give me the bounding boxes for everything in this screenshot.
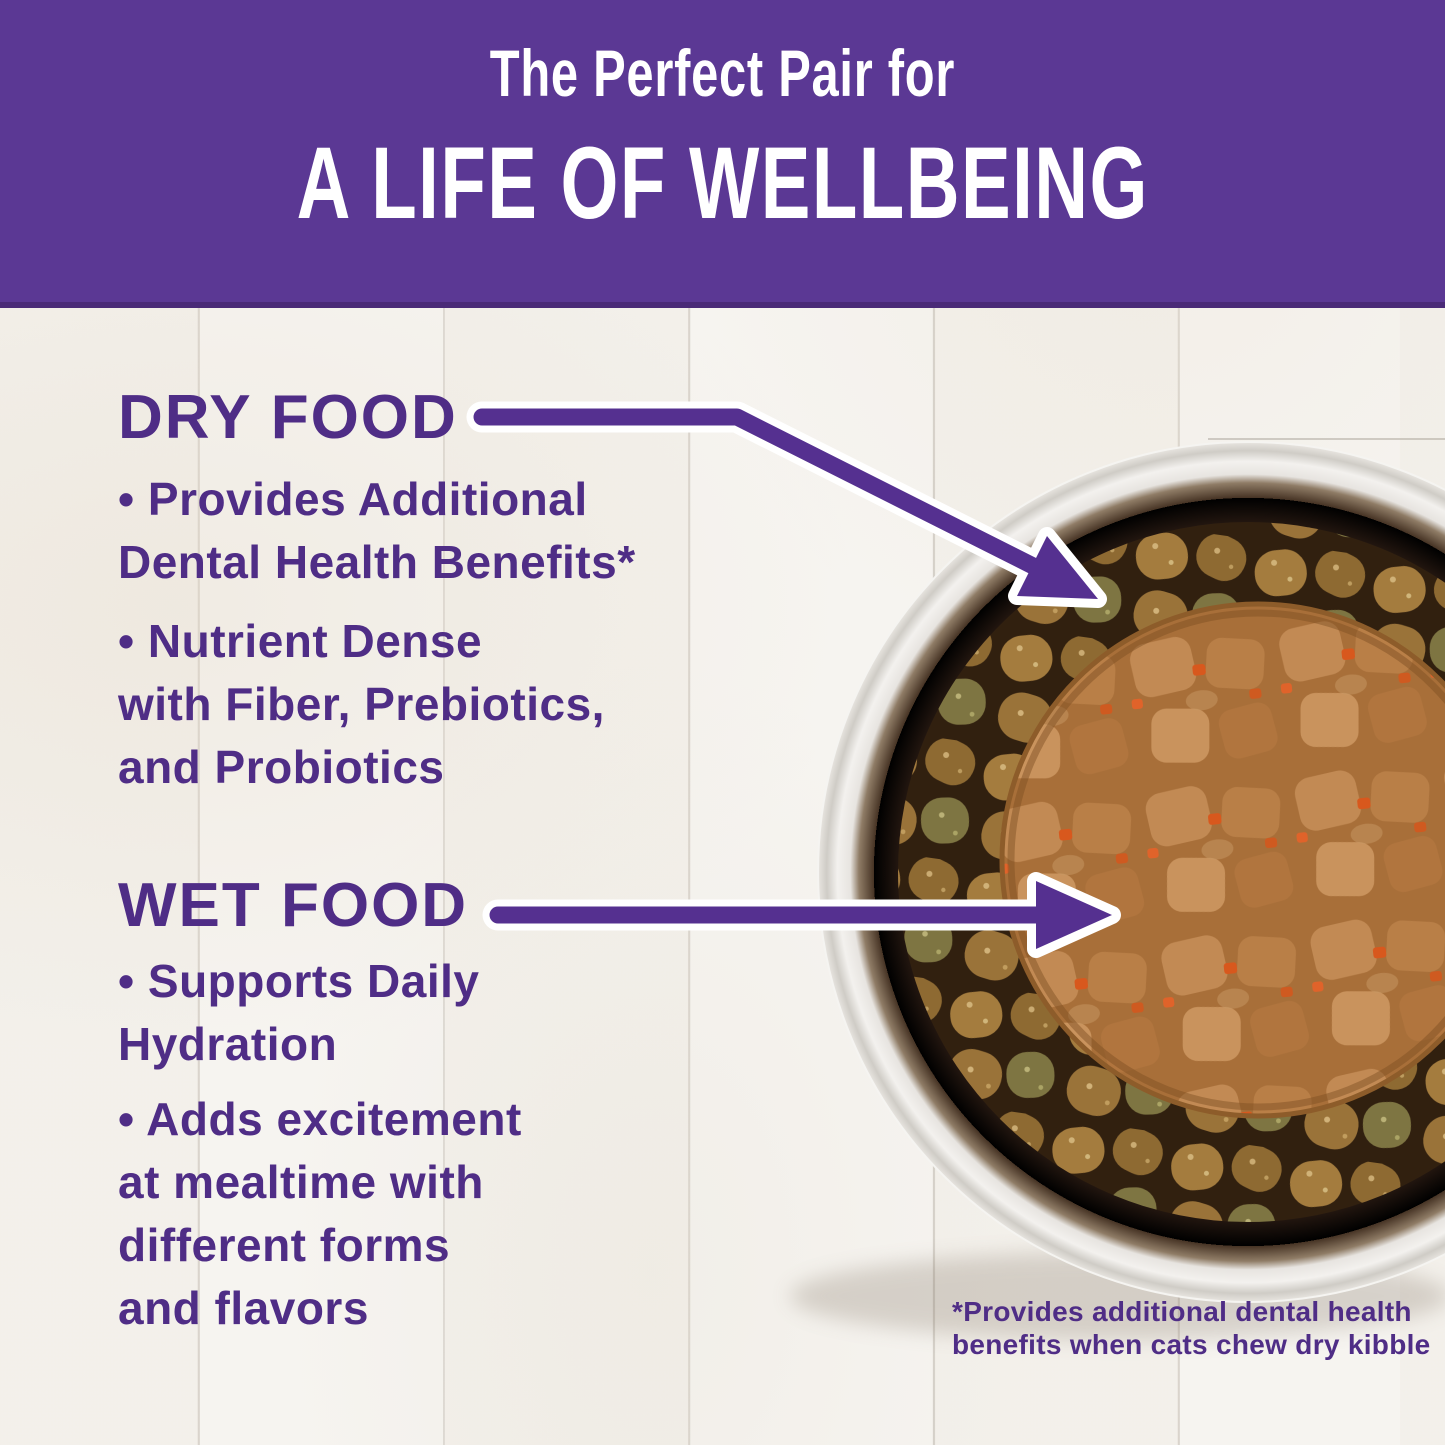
bullet-line: Hydration bbox=[118, 1018, 338, 1070]
bowl-group bbox=[790, 441, 1445, 1340]
bullet-line: and flavors bbox=[118, 1282, 369, 1334]
footnote: *Provides additional dental health benef… bbox=[952, 1295, 1431, 1361]
wet-bullet-excitement: • Adds excitement at mealtime with diffe… bbox=[118, 1088, 522, 1340]
bullet-line: • Adds excitement bbox=[118, 1093, 522, 1145]
bullet-line: at mealtime with bbox=[118, 1156, 484, 1208]
banner-title: A LIFE OF WELLBEING bbox=[296, 126, 1149, 240]
footnote-line: benefits when cats chew dry kibble bbox=[952, 1329, 1431, 1360]
bullet-line: • Supports Daily bbox=[118, 955, 480, 1007]
bullet-line: different forms bbox=[118, 1219, 451, 1271]
bullet-line: Dental Health Benefits* bbox=[118, 536, 636, 588]
dry-bullet-dental: • Provides Additional Dental Health Bene… bbox=[118, 468, 636, 594]
header-banner: The Perfect Pair for A LIFE OF WELLBEING bbox=[0, 0, 1445, 308]
bullet-line: • Provides Additional bbox=[118, 473, 588, 525]
dry-food-heading: DRY FOOD bbox=[118, 383, 458, 452]
kibble-ring bbox=[898, 522, 1445, 1222]
wet-food-heading: WET FOOD bbox=[118, 871, 469, 940]
wet-food-arrow bbox=[482, 872, 1121, 958]
banner-eyebrow: The Perfect Pair for bbox=[489, 36, 956, 110]
footnote-line: *Provides additional dental health bbox=[952, 1296, 1412, 1327]
wet-food-gravy-edge bbox=[1007, 609, 1445, 1111]
dry-bullet-nutrient: • Nutrient Dense with Fiber, Prebiotics,… bbox=[118, 610, 605, 799]
bullet-line: • Nutrient Dense bbox=[118, 615, 483, 667]
wet-bullet-hydration: • Supports Daily Hydration bbox=[118, 950, 480, 1076]
steel-bowl-rim bbox=[817, 441, 1445, 1303]
wet-food-center bbox=[999, 601, 1445, 1119]
wood-plank-seam bbox=[1208, 438, 1445, 440]
bullet-line: and Probiotics bbox=[118, 741, 445, 793]
bullet-line: with Fiber, Prebiotics, bbox=[118, 678, 605, 730]
